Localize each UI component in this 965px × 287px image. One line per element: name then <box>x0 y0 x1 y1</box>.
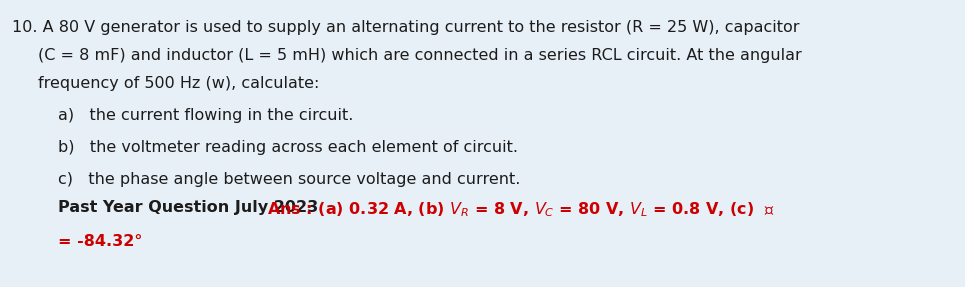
Text: frequency of 500 Hz (w), calculate:: frequency of 500 Hz (w), calculate: <box>38 76 319 91</box>
Text: Ans : (a) 0.32 A, (b) $V_R$ = 8 V, $V_C$ = 80 V, $V_L$ = 0.8 V, (c)  ⓘ: Ans : (a) 0.32 A, (b) $V_R$ = 8 V, $V_C$… <box>266 200 775 219</box>
Text: (C = 8 mF) and inductor (L = 5 mH) which are connected in a series RCL circuit. : (C = 8 mF) and inductor (L = 5 mH) which… <box>38 48 802 63</box>
Text: 10. A 80 V generator is used to supply an alternating current to the resistor (R: 10. A 80 V generator is used to supply a… <box>12 20 799 35</box>
Text: b)   the voltmeter reading across each element of circuit.: b) the voltmeter reading across each ele… <box>58 140 518 155</box>
Text: c)   the phase angle between source voltage and current.: c) the phase angle between source voltag… <box>58 172 520 187</box>
Text: = -84.32°: = -84.32° <box>58 234 143 249</box>
Text: a)   the current flowing in the circuit.: a) the current flowing in the circuit. <box>58 108 353 123</box>
Text: Past Year Question July 2023: Past Year Question July 2023 <box>58 200 324 215</box>
